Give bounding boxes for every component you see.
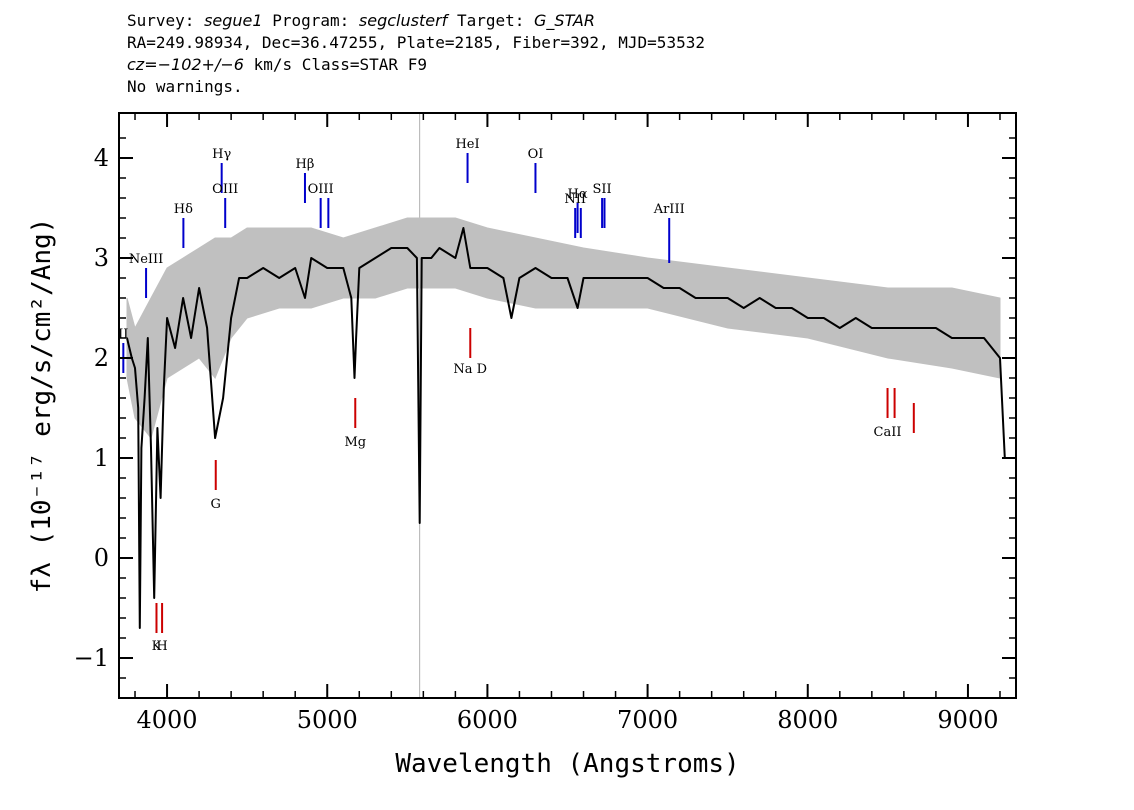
header-line-2: RA=249.98934, Dec=36.47255, Plate=2185, … [127, 33, 705, 52]
y-tick-label: 2 [94, 344, 109, 372]
emission-line-label: Hγ [212, 147, 231, 162]
emission-line-label: OIII [308, 182, 334, 197]
absorption-line-label: K [152, 639, 162, 654]
emission-line-label: NII [564, 192, 586, 207]
y-tick-label: 1 [94, 444, 109, 472]
error-band-layer [126, 217, 1001, 440]
survey-value: segue1 [204, 11, 263, 30]
emission-line-label: ArIII [653, 202, 685, 217]
y-tick-label: 0 [94, 544, 109, 572]
program-value: segclusterf [358, 11, 448, 30]
absorption-line-label: G [211, 497, 221, 512]
x-tick-label: 8000 [777, 706, 838, 734]
emission-line-label: OI [528, 147, 544, 162]
y-tick-label: 3 [94, 244, 109, 272]
spectrum-line [126, 227, 1006, 629]
redshift-value: cz=−102+/−6 [127, 55, 244, 74]
header-line-4: No warnings. [127, 77, 243, 96]
error-band [126, 217, 1001, 440]
emission-line-label: Hδ [174, 202, 193, 217]
absorption-line-label: Mg [344, 435, 366, 450]
emission-line-label: SII [593, 182, 612, 197]
class-value: km/s Class=STAR F9 [243, 55, 427, 74]
survey-label: Survey: [127, 11, 195, 30]
program-label: Program: [272, 11, 350, 30]
x-tick-label: 6000 [457, 706, 518, 734]
emission-line-label: OIII [212, 182, 238, 197]
x-tick-label: 5000 [297, 706, 358, 734]
emission-line-label: II [118, 327, 128, 342]
y-axis-title: fλ (10⁻¹⁷ erg/s/cm²/Ang) [27, 218, 57, 594]
absorption-line-label: Na D [453, 362, 487, 377]
spectrum-header: Survey: segue1 Program: segclusterf Targ… [127, 10, 705, 98]
emission-line-label: Hα [568, 187, 588, 202]
x-tick-label: 7000 [617, 706, 678, 734]
x-tick-label: 4000 [137, 706, 198, 734]
emission-line-label: NeIII [129, 252, 163, 267]
header-line-1: Survey: segue1 Program: segclusterf Targ… [127, 10, 705, 32]
emission-line-label: HeI [455, 137, 479, 152]
target-value: G_STAR [534, 11, 595, 30]
spectrum-layer [126, 227, 1006, 629]
target-label: Target: [456, 11, 525, 30]
absorption-line-label: H [156, 639, 167, 654]
x-tick-label: 9000 [937, 706, 998, 734]
emission-line-label: Hβ [296, 157, 315, 172]
y-tick-label: 4 [94, 144, 109, 172]
x-axis-title: Wavelength (Angstroms) [395, 749, 739, 779]
y-tick-label: −1 [74, 644, 109, 672]
header-line-3: cz=−102+/−6 km/s Class=STAR F9 [127, 54, 705, 76]
axes-layer: 4000 5000 6000 7000 8000 9000 −1 0 1 2 3 4 [74, 113, 1016, 734]
plot-frame [118, 112, 1017, 699]
absorption-line-label: CaII [874, 425, 902, 440]
